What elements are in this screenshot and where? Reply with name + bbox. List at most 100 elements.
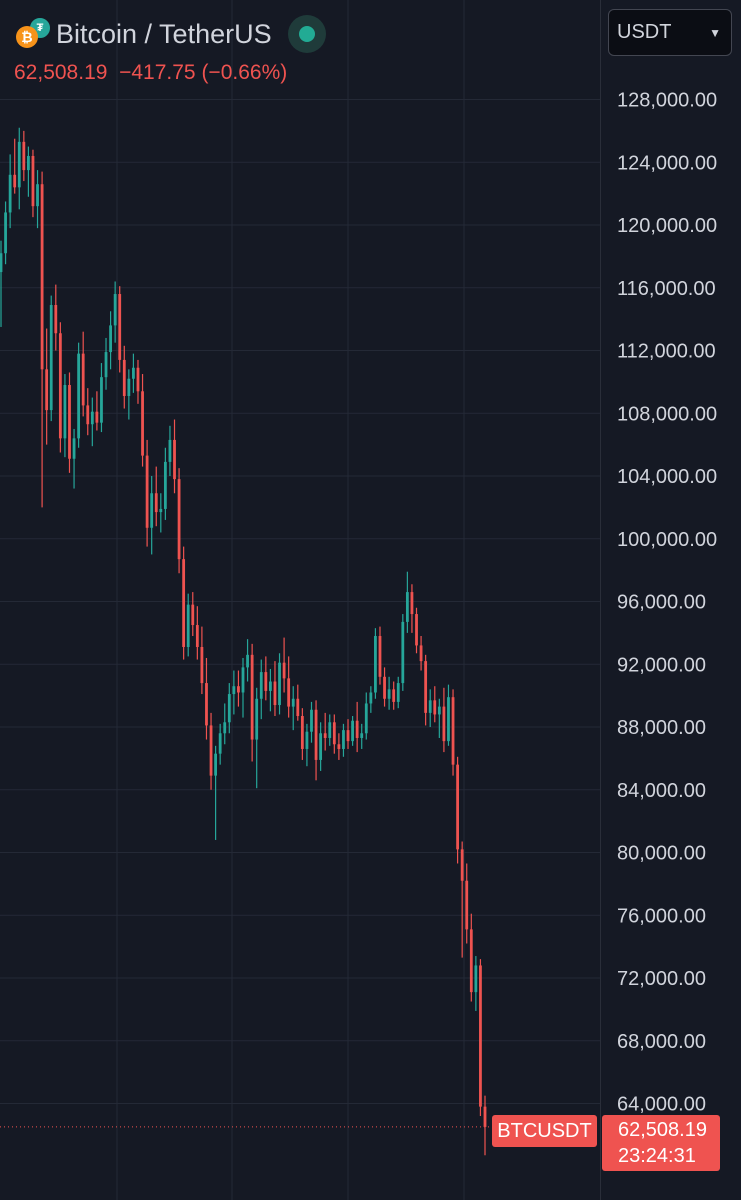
candle-body xyxy=(264,672,268,691)
candle-body xyxy=(13,174,17,188)
candle-body xyxy=(159,508,163,513)
y-tick-label: 108,000.00 xyxy=(617,403,717,425)
candle-body xyxy=(392,689,396,702)
candle-body xyxy=(49,305,53,411)
currency-select-value: USDT xyxy=(617,21,672,43)
last-price-tag: 62,508.19 23:24:31 xyxy=(602,1115,720,1171)
candle-body xyxy=(26,155,30,171)
symbol-title[interactable]: Bitcoin / TetherUS xyxy=(56,18,272,49)
candle-body xyxy=(163,461,167,509)
candle-body xyxy=(428,700,432,713)
candle-body xyxy=(287,678,291,707)
y-tick-label: 120,000.00 xyxy=(617,215,717,237)
candle-body xyxy=(191,604,195,626)
candle-body xyxy=(442,706,446,742)
candle-body xyxy=(8,174,12,213)
y-tick-label: 112,000.00 xyxy=(617,341,716,363)
candle-body xyxy=(310,709,313,732)
candle-body xyxy=(63,385,67,439)
candle-body xyxy=(86,405,90,425)
y-tick-label: 76,000.00 xyxy=(617,905,706,927)
candle-body xyxy=(141,391,144,456)
candle-body xyxy=(77,353,81,439)
candle-body xyxy=(296,698,300,717)
candle-body xyxy=(360,733,364,738)
candle-body xyxy=(451,697,455,765)
candle-body xyxy=(259,672,263,699)
candle-body xyxy=(460,849,464,881)
candle-body xyxy=(410,592,414,615)
symbol-price-tag: BTCUSDT xyxy=(492,1115,597,1147)
currency-select[interactable]: USDT ▼ xyxy=(608,9,732,56)
candle-body xyxy=(36,184,39,207)
candle-body xyxy=(483,1106,487,1127)
candle-body xyxy=(433,700,437,715)
candle-body xyxy=(237,686,240,693)
candle-body xyxy=(95,411,99,423)
candle-body xyxy=(218,733,222,754)
candle-body xyxy=(332,722,336,745)
last-price-tag-value: 62,508.19 xyxy=(618,1119,707,1141)
candle-body xyxy=(177,479,181,560)
candle-body xyxy=(209,725,213,776)
candle-body xyxy=(419,645,423,662)
candle-body xyxy=(346,730,350,742)
y-tick-label: 68,000.00 xyxy=(617,1031,706,1053)
price-change-row: 62,508.19 −417.75 (−0.66%) xyxy=(14,61,287,85)
candle-body xyxy=(58,333,62,439)
candle-body xyxy=(314,709,318,760)
y-tick-label: 104,000.00 xyxy=(617,466,717,488)
coin-pair-icons: ₮ ₿ xyxy=(12,14,52,54)
candle-body xyxy=(465,880,469,930)
candle-body xyxy=(45,369,49,411)
candle-body xyxy=(351,720,354,742)
candle-body xyxy=(54,305,58,334)
y-tick-label: 84,000.00 xyxy=(617,780,706,802)
candle-body xyxy=(173,439,176,480)
symbol-header[interactable]: ₮ ₿ Bitcoin / TetherUS xyxy=(12,14,326,54)
candle-body xyxy=(0,253,3,273)
candle-body xyxy=(4,212,7,254)
y-tick-label: 116,000.00 xyxy=(617,278,716,300)
market-status-indicator[interactable] xyxy=(287,15,326,53)
y-tick-label: 92,000.00 xyxy=(617,654,706,676)
candle-body xyxy=(396,683,400,702)
candle-body xyxy=(268,681,272,691)
y-tick-label: 100,000.00 xyxy=(617,529,717,551)
candle-body xyxy=(383,676,386,699)
candle-body xyxy=(456,764,460,850)
candle-body xyxy=(104,352,108,378)
candle-body xyxy=(374,636,377,693)
candle-body xyxy=(145,455,149,528)
candle-body xyxy=(378,636,382,677)
candle-body xyxy=(337,744,341,749)
candle-body xyxy=(31,155,35,207)
y-tick-label: 96,000.00 xyxy=(617,592,706,614)
candle-body xyxy=(200,646,204,684)
y-tick-label: 124,000.00 xyxy=(617,152,717,174)
candle-body xyxy=(246,654,249,668)
y-tick-label: 88,000.00 xyxy=(617,717,706,739)
candle-body xyxy=(109,325,112,353)
candle-body xyxy=(17,141,21,188)
candle-body xyxy=(223,722,227,734)
candle-body xyxy=(100,377,103,423)
candle-body xyxy=(136,367,140,392)
y-tick-label: 128,000.00 xyxy=(617,90,717,112)
candle-body xyxy=(122,359,126,396)
candle-body xyxy=(474,965,478,993)
candle-body xyxy=(328,722,332,738)
candle-body xyxy=(22,141,26,171)
candle-body xyxy=(305,731,309,749)
y-tick-label: 64,000.00 xyxy=(617,1094,706,1116)
candle-body xyxy=(401,621,405,684)
candle-body xyxy=(232,686,236,695)
candle-body xyxy=(437,706,441,715)
candle-body xyxy=(227,694,231,723)
market-open-dot-icon xyxy=(298,26,315,42)
y-tick-label: 80,000.00 xyxy=(617,843,706,865)
candle-body xyxy=(127,378,131,396)
candle-body xyxy=(40,184,44,370)
candle-body xyxy=(319,733,323,760)
